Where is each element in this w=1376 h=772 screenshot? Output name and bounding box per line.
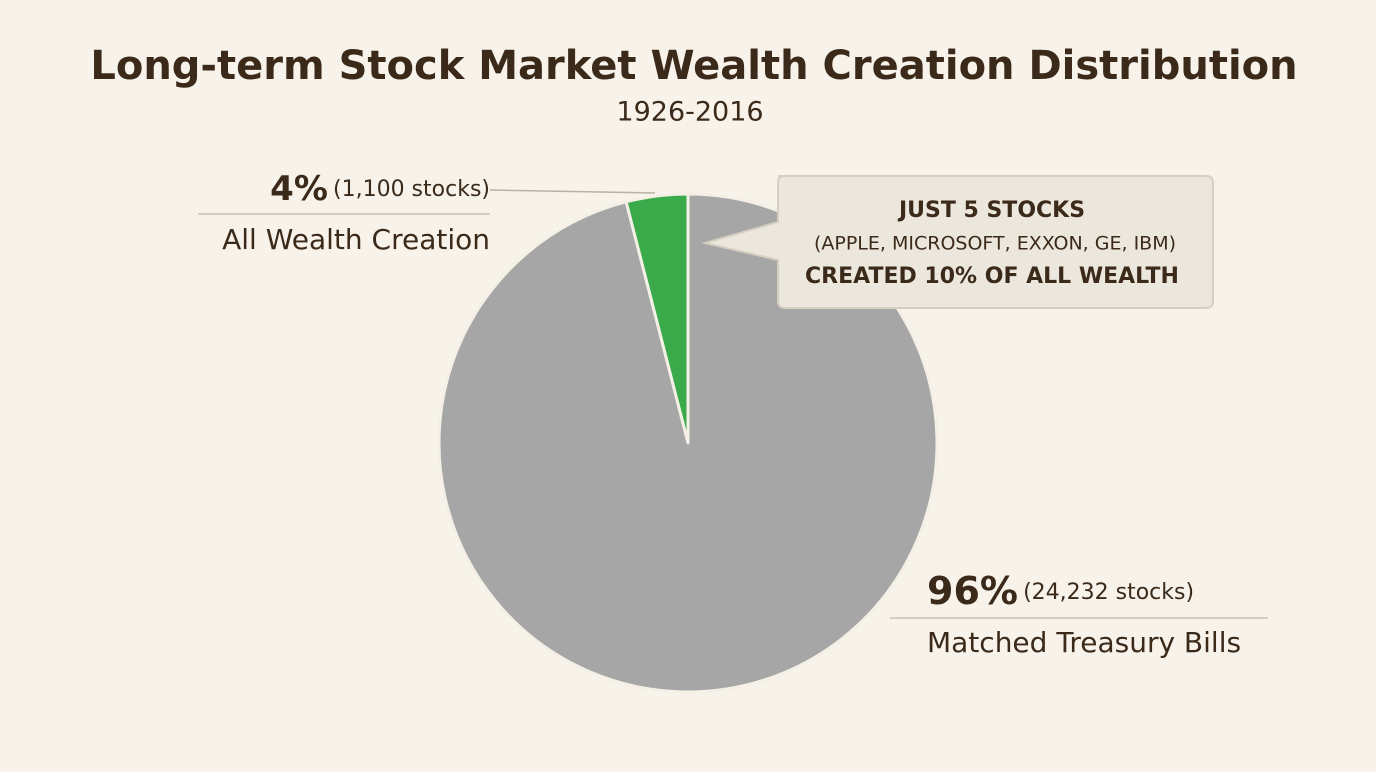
callout-line: CREATED 10% OF ALL WEALTH (805, 264, 1179, 289)
slice-value-label: 4% (1,100 stocks) (270, 169, 490, 209)
chart-subtitle: 1926-2016 (616, 97, 763, 128)
slice-label: 4% (1,100 stocks) All Wealth Creation (198, 169, 656, 256)
slice-label: 96% (24,232 stocks) Matched Treasury Bil… (890, 569, 1268, 659)
percent: 96% (927, 569, 1018, 613)
percent: 4% (270, 169, 328, 209)
callout-line: (APPLE, MICROSOFT, EXXON, GE, IBM) (814, 233, 1176, 255)
detail: (24,232 stocks) (1023, 580, 1194, 605)
callout: JUST 5 STOCKS (APPLE, MICROSOFT, EXXON, … (701, 175, 1214, 309)
leader-line (489, 189, 656, 194)
slice-category-label: Matched Treasury Bills (927, 626, 1241, 659)
slice-category-label: All Wealth Creation (222, 223, 490, 256)
slice-value-label: 96% (24,232 stocks) (927, 569, 1194, 613)
detail: (1,100 stocks) (333, 177, 490, 202)
pie (437, 192, 939, 694)
chart-title: Long-term Stock Market Wealth Creation D… (90, 43, 1297, 89)
callout-line: JUST 5 STOCKS (897, 198, 1085, 223)
callout-box (701, 175, 1214, 309)
